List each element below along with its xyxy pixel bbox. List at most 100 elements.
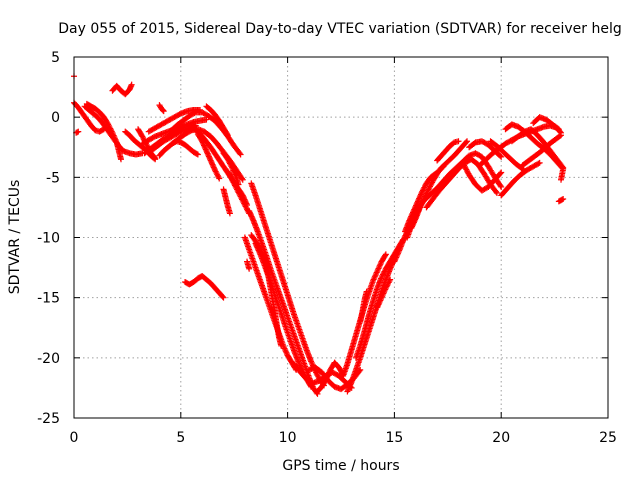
data-point — [232, 172, 239, 179]
data-point — [200, 140, 207, 147]
data-point — [554, 125, 561, 132]
data-point — [363, 288, 370, 295]
data-point — [230, 168, 237, 175]
y-tick-label: 0 — [51, 110, 60, 126]
data-point — [412, 212, 419, 219]
y-tick-label: 5 — [51, 50, 60, 66]
data-point — [256, 248, 263, 255]
data-point — [239, 176, 246, 183]
data-point — [375, 301, 382, 308]
data-point — [231, 170, 238, 177]
data-point — [208, 158, 215, 165]
data-point — [246, 265, 253, 272]
data-point — [205, 151, 212, 158]
data-point — [110, 132, 117, 139]
data-point — [393, 253, 400, 260]
data-point — [236, 150, 243, 157]
data-point — [455, 138, 462, 145]
data-point — [208, 160, 215, 167]
y-tick-label: -20 — [37, 351, 60, 367]
data-point — [280, 342, 287, 349]
data-point — [559, 163, 566, 170]
data-point — [395, 250, 402, 257]
data-point — [210, 162, 217, 169]
data-point — [376, 262, 383, 269]
data-point — [249, 214, 256, 221]
data-point — [392, 255, 399, 262]
data-point — [558, 176, 565, 183]
data-point — [229, 164, 236, 171]
data-point — [207, 157, 214, 164]
data-point — [370, 276, 377, 283]
data-point — [376, 298, 383, 305]
data-point — [151, 154, 158, 161]
data-point — [413, 211, 420, 218]
data-point — [406, 217, 413, 224]
data-point — [376, 300, 383, 307]
data-point — [497, 170, 504, 177]
data-point — [498, 169, 505, 176]
data-point — [323, 376, 330, 383]
data-point — [371, 273, 378, 280]
data-point — [401, 235, 408, 242]
data-point — [224, 132, 231, 139]
data-point — [254, 244, 261, 251]
data-point — [382, 252, 389, 259]
data-point — [324, 372, 331, 379]
data-point — [497, 182, 504, 189]
data-point — [345, 387, 352, 394]
data-point — [378, 294, 385, 301]
data-point — [281, 345, 288, 352]
data-point — [408, 222, 415, 229]
data-point — [224, 131, 231, 138]
data-point — [348, 380, 355, 387]
data-point — [282, 346, 289, 353]
data-point — [255, 246, 262, 253]
data-point — [555, 126, 562, 133]
data-point — [160, 107, 166, 114]
data-point — [207, 156, 214, 163]
data-point — [111, 133, 118, 140]
data-point — [394, 251, 401, 258]
data-point — [308, 358, 315, 365]
data-point — [410, 216, 417, 223]
data-point — [226, 210, 233, 217]
data-point — [206, 154, 213, 161]
data-point — [345, 385, 352, 392]
data-point — [374, 268, 381, 275]
data-point — [374, 304, 381, 311]
data-point — [407, 214, 414, 221]
x-tick-label: 5 — [176, 430, 185, 446]
data-point — [229, 166, 236, 173]
data-point — [380, 290, 387, 297]
data-point — [347, 381, 354, 388]
data-point — [209, 161, 216, 168]
data-point — [232, 171, 239, 178]
data-point — [346, 384, 353, 391]
gridlines — [74, 57, 608, 418]
data-point — [535, 160, 542, 167]
data-point — [216, 175, 223, 182]
data-point — [382, 251, 389, 258]
chart-title: Day 055 of 2015, Sidereal Day-to-day VTE… — [58, 21, 621, 37]
data-point — [406, 216, 413, 223]
data-point — [409, 221, 416, 228]
x-tick-label: 20 — [492, 430, 510, 446]
data-point — [205, 153, 212, 160]
data-point — [381, 289, 388, 296]
data-point — [559, 196, 566, 203]
data-point — [237, 151, 244, 158]
data-point — [117, 156, 124, 163]
y-axis-title: SDTVAR / TECUs — [7, 180, 23, 295]
data-point — [202, 146, 209, 153]
data-points — [71, 73, 567, 397]
x-tick-label: 10 — [279, 430, 297, 446]
data-point — [295, 359, 302, 366]
data-point — [382, 286, 389, 293]
data-point — [75, 128, 82, 135]
axis-ticks: 0 5 10 15 20 25 5 0 -5 -10 -15 -20 -25 — [37, 50, 617, 446]
data-point — [324, 373, 331, 380]
x-tick-label: 15 — [385, 430, 403, 446]
data-point — [558, 132, 565, 139]
